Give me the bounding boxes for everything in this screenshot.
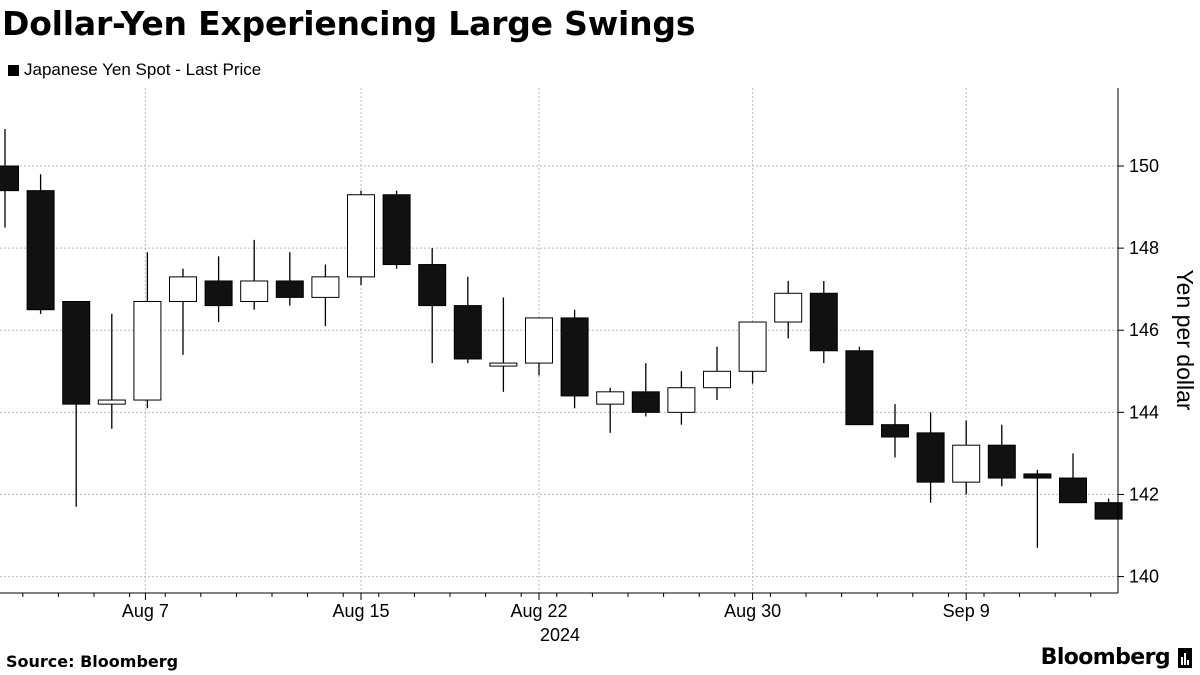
candle-body-down bbox=[26, 190, 55, 311]
candle-body-up bbox=[347, 194, 375, 278]
bloomberg-bars-icon bbox=[1178, 647, 1192, 668]
candle-body-down bbox=[0, 165, 19, 192]
x-tick-label: Aug 30 bbox=[724, 601, 781, 621]
grid-lines bbox=[0, 88, 1118, 593]
chart-title: Dollar-Yen Experiencing Large Swings bbox=[2, 4, 696, 43]
candle bbox=[62, 300, 91, 507]
y-tick-label: 148 bbox=[1129, 238, 1159, 258]
legend: Japanese Yen Spot - Last Price bbox=[8, 60, 261, 80]
candle-body-down bbox=[987, 444, 1016, 479]
candle-body-up bbox=[703, 370, 731, 389]
x-tick-label: Aug 15 bbox=[332, 601, 389, 621]
candle-body-up bbox=[489, 362, 518, 367]
candle bbox=[881, 404, 909, 458]
candle bbox=[809, 280, 838, 364]
candle-body-up bbox=[240, 280, 269, 302]
candle bbox=[0, 129, 19, 228]
candle bbox=[916, 412, 945, 503]
candle bbox=[1023, 469, 1052, 548]
candle bbox=[453, 276, 482, 364]
candle-body-up bbox=[97, 399, 126, 405]
candle-body-up bbox=[525, 317, 553, 364]
candle bbox=[347, 190, 375, 286]
candle bbox=[133, 252, 162, 409]
candle-body-up bbox=[133, 300, 162, 401]
candle bbox=[1059, 453, 1087, 504]
candle bbox=[774, 280, 803, 339]
y-tick-label: 150 bbox=[1129, 156, 1159, 176]
x-tick-label: Aug 22 bbox=[510, 601, 567, 621]
candle bbox=[952, 420, 981, 495]
candle bbox=[596, 387, 625, 433]
candle-body-down bbox=[916, 432, 945, 483]
x-axis-year-label: 2024 bbox=[540, 625, 580, 645]
candles bbox=[0, 129, 1123, 548]
candle bbox=[845, 346, 874, 426]
candle-body-up bbox=[774, 292, 803, 323]
candle-body-down bbox=[809, 292, 838, 352]
candle bbox=[97, 313, 126, 429]
candle-body-down bbox=[418, 264, 447, 307]
x-tick-label: Aug 7 bbox=[122, 601, 169, 621]
candle bbox=[169, 268, 197, 355]
candle bbox=[26, 174, 55, 314]
axes: 140 142 144 146 148 150 Aug 7 Aug 15 Aug 22 Aug 3… bbox=[0, 88, 1159, 621]
candle-body-down bbox=[1094, 502, 1123, 520]
candle-body-up bbox=[952, 444, 981, 483]
legend-swatch bbox=[8, 64, 19, 76]
y-tick-label: 142 bbox=[1129, 484, 1159, 504]
source-note: Source: Bloomberg bbox=[6, 652, 179, 671]
candle bbox=[667, 371, 696, 425]
candle bbox=[560, 309, 589, 409]
candle bbox=[204, 256, 233, 323]
candle-body-down bbox=[560, 317, 589, 397]
candle-body-up bbox=[667, 387, 696, 413]
candle bbox=[418, 248, 447, 364]
candle-body-up bbox=[311, 276, 340, 298]
brand-wordmark: Bloomberg bbox=[1040, 645, 1171, 670]
candle-body-up bbox=[169, 276, 197, 302]
brand-logo: Bloomberg bbox=[1041, 645, 1192, 670]
legend-label: Japanese Yen Spot - Last Price bbox=[24, 60, 262, 79]
y-tick-label: 146 bbox=[1129, 320, 1159, 340]
candle-body-up bbox=[596, 391, 625, 405]
candle bbox=[275, 252, 304, 306]
candle-body-down bbox=[453, 305, 482, 360]
candle bbox=[1094, 498, 1123, 520]
y-tick-label: 140 bbox=[1129, 567, 1159, 587]
candle bbox=[240, 239, 269, 310]
x-tick-label: Sep 9 bbox=[943, 601, 990, 621]
candle-body-down bbox=[845, 350, 874, 426]
candle bbox=[489, 297, 518, 392]
candle bbox=[987, 424, 1016, 487]
candle-body-up bbox=[738, 321, 767, 372]
candle-body-down bbox=[382, 194, 411, 266]
candle-body-down bbox=[1059, 477, 1087, 504]
candle bbox=[703, 346, 731, 401]
candle-body-down bbox=[631, 391, 660, 413]
candle bbox=[738, 321, 767, 384]
candle-body-down bbox=[62, 300, 91, 405]
y-tick-label: 144 bbox=[1129, 402, 1159, 422]
candle bbox=[631, 363, 660, 417]
candle bbox=[311, 264, 340, 327]
candle-body-down bbox=[881, 424, 909, 438]
candle bbox=[525, 317, 553, 376]
candle bbox=[382, 190, 411, 269]
candle-body-down bbox=[204, 280, 233, 307]
candle-body-down bbox=[1023, 473, 1052, 479]
y-axis-title: Yen per dollar bbox=[1172, 269, 1198, 410]
candle-body-down bbox=[275, 280, 304, 298]
